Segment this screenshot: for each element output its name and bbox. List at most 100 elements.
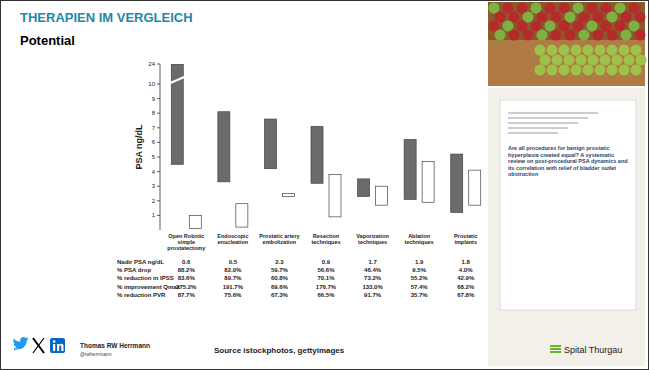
apple bbox=[587, 3, 598, 14]
pear bbox=[571, 45, 582, 56]
table-cell: 42.9% bbox=[457, 275, 475, 281]
apple bbox=[579, 12, 590, 23]
y-tick-label: 24 bbox=[148, 61, 155, 67]
table-cell: 191.7% bbox=[223, 284, 244, 290]
text-line: embolization bbox=[263, 239, 297, 245]
table-cell: 82.0% bbox=[224, 267, 242, 273]
apple bbox=[559, 3, 570, 14]
pear bbox=[607, 65, 618, 76]
text-line: its correlation with relief of bladder o… bbox=[508, 165, 616, 171]
paper-line bbox=[508, 112, 598, 114]
pear bbox=[559, 65, 570, 76]
table-cell: 0.9 bbox=[322, 259, 331, 265]
table-cell: 91.7% bbox=[364, 292, 382, 298]
apple bbox=[551, 30, 562, 41]
pear bbox=[571, 65, 582, 76]
apple bbox=[545, 21, 556, 32]
linkedin-n bbox=[57, 344, 64, 351]
apple bbox=[587, 21, 598, 32]
range-bar bbox=[358, 179, 370, 197]
y-tick bbox=[157, 186, 160, 187]
y-tick-label: 2 bbox=[152, 198, 156, 204]
apple bbox=[615, 21, 626, 32]
category-label: Prostaticimplants bbox=[454, 233, 478, 245]
pear bbox=[535, 45, 546, 56]
range-bar bbox=[329, 175, 341, 217]
table-cell: 2.3 bbox=[275, 259, 284, 265]
table-cell: 60.8% bbox=[271, 275, 289, 281]
text-line: Are all procedures for benign prostatic bbox=[508, 145, 609, 151]
row-label: Nadir PSA ng/dL bbox=[117, 259, 164, 265]
table-cell: 59.7% bbox=[271, 267, 289, 273]
apple bbox=[531, 21, 542, 32]
text-line: techniques bbox=[358, 239, 387, 245]
apple bbox=[629, 3, 640, 14]
y-tick bbox=[157, 142, 160, 143]
apple bbox=[517, 3, 528, 14]
pear bbox=[535, 65, 546, 76]
pear bbox=[612, 55, 623, 66]
y-tick-label: 5 bbox=[152, 154, 156, 160]
pear bbox=[547, 45, 558, 56]
x-stroke bbox=[33, 338, 44, 353]
pear bbox=[631, 45, 642, 56]
pear bbox=[607, 45, 618, 56]
y-tick-label: 10 bbox=[148, 81, 155, 87]
table-cell: 83.6% bbox=[178, 275, 196, 281]
twitter-bird bbox=[13, 337, 29, 350]
pear bbox=[583, 65, 594, 76]
pear bbox=[576, 55, 587, 66]
range-bar bbox=[422, 161, 434, 202]
pear bbox=[588, 55, 599, 66]
y-tick-label: 3 bbox=[152, 183, 156, 189]
table-cell: 0.6 bbox=[182, 259, 191, 265]
table-cell: 68.2% bbox=[457, 284, 475, 290]
pear bbox=[600, 55, 611, 66]
brand-bar bbox=[550, 345, 561, 347]
table-cell: 89.7% bbox=[224, 275, 242, 281]
pear bbox=[540, 55, 551, 66]
paper-page bbox=[500, 100, 636, 310]
table-cell: 133.0% bbox=[362, 284, 383, 290]
brand: Spital Thurgau bbox=[564, 345, 622, 355]
text-line: enucleation bbox=[218, 239, 249, 245]
apple bbox=[489, 21, 500, 32]
slide-title: THERAPIEN IM VERGLEICH bbox=[20, 10, 193, 25]
table-cell: 87.7% bbox=[178, 292, 196, 298]
handle: @twherrmann bbox=[80, 351, 112, 357]
apple bbox=[593, 30, 604, 41]
source: Source istockphotos, gettyimages bbox=[214, 346, 345, 355]
paper-line bbox=[508, 132, 558, 134]
apple bbox=[545, 3, 556, 14]
paper-line bbox=[508, 117, 588, 119]
pear bbox=[547, 65, 558, 76]
linkedin-icon bbox=[50, 338, 65, 353]
range-bar bbox=[264, 119, 276, 169]
text-line: hyperplasia created equal? A systematic bbox=[508, 152, 614, 158]
apple bbox=[601, 3, 612, 14]
y-tick bbox=[157, 157, 160, 158]
apple bbox=[495, 12, 506, 23]
table-cell: 176.7% bbox=[316, 284, 337, 290]
y-axis bbox=[160, 64, 161, 230]
paper-line bbox=[508, 127, 568, 129]
table-cell: 0.5 bbox=[229, 259, 238, 265]
text-line: review on post-procedural PSA dynamics a… bbox=[508, 158, 628, 164]
y-tick bbox=[157, 84, 160, 85]
apple bbox=[601, 21, 612, 32]
table-cell: 66.5% bbox=[317, 292, 335, 298]
row-label: % reduction in IPSS bbox=[117, 275, 174, 281]
apple bbox=[489, 3, 500, 14]
range-bar bbox=[282, 194, 294, 197]
linkedin-box bbox=[50, 338, 65, 353]
y-tick bbox=[157, 171, 160, 172]
author: Thomas RW Herrmann bbox=[80, 342, 150, 349]
table-cell: 4.0% bbox=[459, 267, 473, 273]
slide-subtitle: Potential bbox=[20, 33, 75, 48]
y-tick-label: 7 bbox=[152, 125, 156, 131]
table-cell: 9.5% bbox=[412, 267, 426, 273]
y-axis-title: PSA ng/dL bbox=[134, 124, 144, 170]
pear bbox=[636, 55, 647, 66]
pear bbox=[619, 65, 630, 76]
apple bbox=[503, 3, 514, 14]
